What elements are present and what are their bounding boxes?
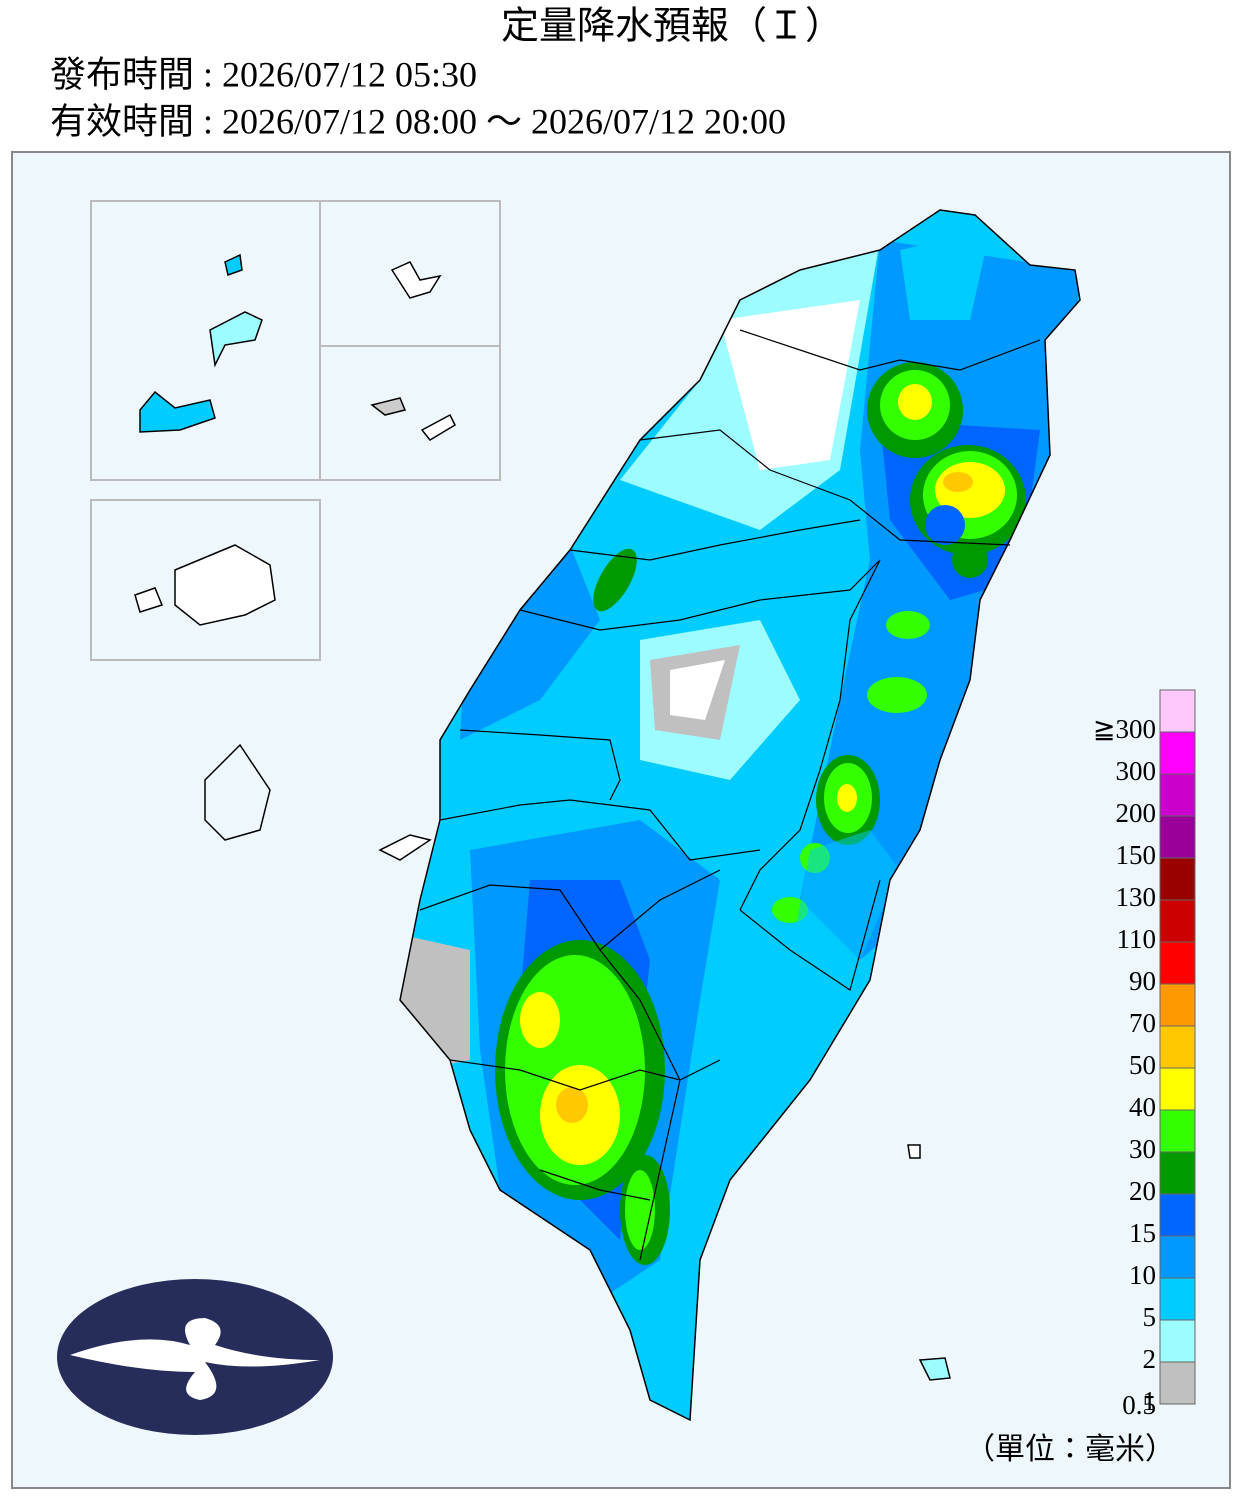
island (390, 261, 442, 299)
rain-zone (886, 611, 930, 639)
border (449, 1059, 721, 1091)
legend-label: 1 (1143, 1386, 1157, 1416)
border (739, 559, 881, 911)
legend-swatch (1159, 983, 1196, 1027)
legend-swatch (1159, 941, 1196, 985)
inset-box (90, 499, 321, 661)
island (209, 311, 263, 368)
legend-swatch (1159, 857, 1196, 901)
island (907, 1144, 921, 1159)
border (539, 1169, 651, 1201)
rain-zone (790, 830, 900, 1000)
legend-swatch (1159, 1235, 1196, 1279)
legend-label: 30 (1129, 1134, 1156, 1164)
legend-swatch (1159, 689, 1196, 733)
border (419, 869, 721, 951)
legend-swatch (1159, 773, 1196, 817)
island (204, 743, 271, 841)
logo-cloud (70, 1318, 320, 1400)
legend-label: 20 (1129, 1176, 1156, 1206)
border (439, 799, 761, 861)
county-borders (419, 329, 1041, 1261)
rain-zone (900, 230, 990, 320)
border (739, 329, 1041, 371)
legend-swatch (1159, 1025, 1196, 1069)
border (569, 519, 861, 561)
unit-label: （單位：毫米） (965, 1433, 1175, 1466)
legend-label: 5 (1143, 1302, 1157, 1332)
rain-zone (898, 384, 932, 420)
legend-swatch (1159, 1067, 1196, 1111)
legend-label: 10 (1129, 1260, 1156, 1290)
legend-label: 130 (1116, 882, 1157, 912)
rain-zone (556, 1087, 588, 1123)
border (459, 729, 621, 801)
legend-label: 50 (1129, 1050, 1156, 1080)
rain-zone (943, 472, 973, 492)
island (918, 1357, 951, 1381)
island (139, 390, 216, 433)
rain-zone (837, 784, 857, 812)
inset-islands (134, 253, 951, 1381)
rain-zone (593, 548, 637, 612)
island (174, 544, 276, 626)
legend-swatch (1159, 731, 1196, 775)
inset-frames (90, 200, 501, 661)
island (370, 397, 407, 416)
legend-swatch (1159, 1319, 1196, 1363)
rain-zone (520, 992, 560, 1048)
rain-zone (625, 1170, 655, 1250)
legend-swatch (1159, 1151, 1196, 1195)
legend-label: 70 (1129, 1008, 1156, 1038)
legend-swatch (1159, 1109, 1196, 1153)
legend-swatch (1159, 1277, 1196, 1321)
legend-label: 300 (1116, 756, 1157, 786)
legend-label: 200 (1116, 798, 1157, 828)
border (639, 429, 1011, 546)
title: 定量降水預報（Ｉ） (501, 6, 843, 48)
legend-swatch (1159, 1361, 1196, 1405)
legend-label: 15 (1129, 1218, 1156, 1248)
rain-zone (867, 677, 927, 713)
rain-zone (720, 300, 860, 470)
legend-label: 2 (1143, 1344, 1157, 1374)
rain-zone (925, 505, 965, 545)
island (420, 413, 456, 441)
issue-time: 發布時間 : 2026/07/12 05:30 (50, 54, 477, 94)
legend-swatch (1159, 1193, 1196, 1237)
legend-swatch (1159, 815, 1196, 859)
legend-label: 150 (1116, 840, 1157, 870)
island (224, 253, 243, 276)
legend-label: ≧300 (1093, 714, 1156, 744)
rain-zone (952, 542, 988, 578)
inset-box (319, 345, 501, 481)
island (378, 834, 432, 861)
legend-label: 110 (1117, 924, 1157, 954)
island (134, 587, 164, 613)
border (739, 879, 881, 991)
legend: ≧300 300 200 150 130 110 90 70 50 40 30 20 15 10 5 2 10.… (1093, 689, 1196, 1420)
rain-zone (670, 660, 725, 720)
border (519, 559, 881, 631)
legend-label: 0.5 (1122, 1390, 1156, 1420)
legend-swatch (1159, 899, 1196, 943)
legend-label: 40 (1129, 1092, 1156, 1122)
valid-time: 有效時間 : 2026/07/12 08:00 ～ 2026/07/12 20:… (50, 101, 786, 141)
legend-label: 90 (1129, 966, 1156, 996)
cwa-logo (57, 1279, 333, 1435)
